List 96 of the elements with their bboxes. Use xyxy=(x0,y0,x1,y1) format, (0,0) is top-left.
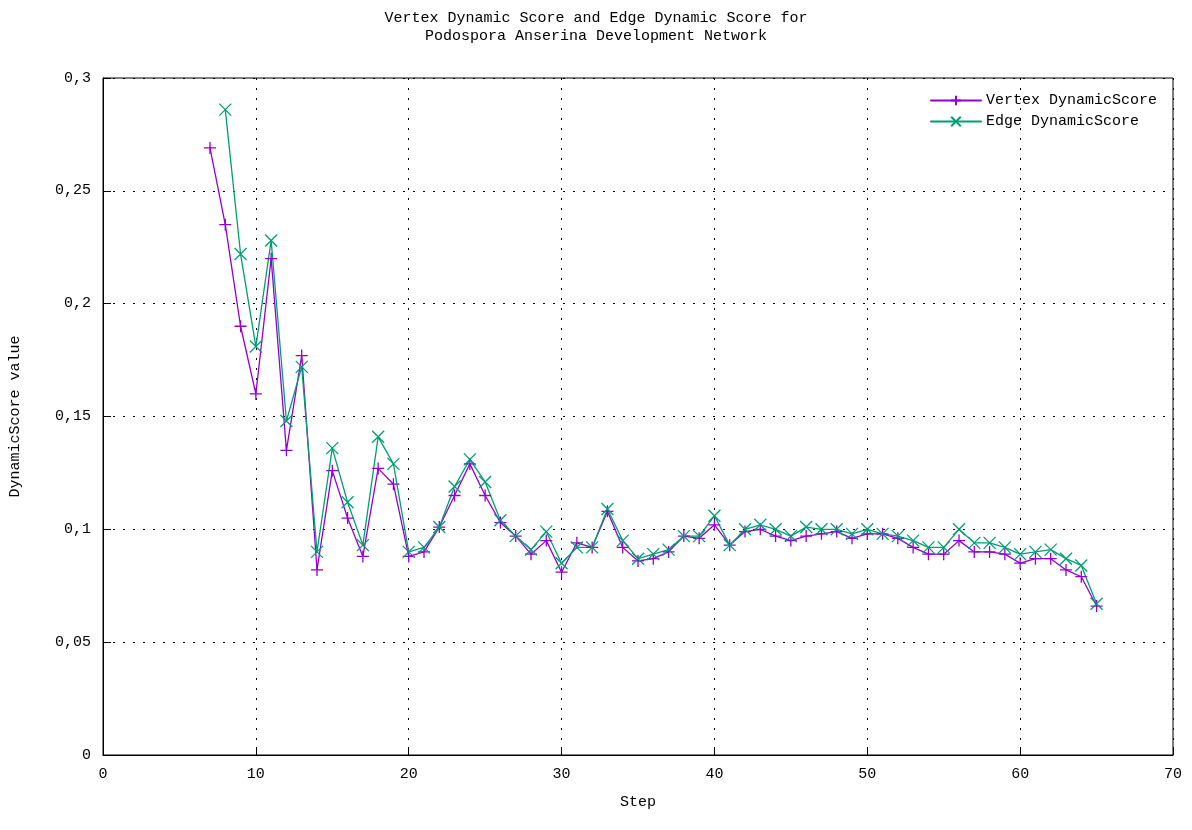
point xyxy=(967,545,981,559)
point xyxy=(1059,552,1073,566)
point xyxy=(1013,547,1027,561)
point xyxy=(799,529,813,543)
point xyxy=(799,520,813,534)
point xyxy=(1059,563,1073,577)
point xyxy=(371,461,385,476)
point xyxy=(1044,542,1058,557)
point xyxy=(768,529,783,543)
point xyxy=(249,339,263,354)
y-tick-label: 0 xyxy=(81,746,91,764)
point xyxy=(952,533,966,548)
point xyxy=(1028,545,1043,559)
point xyxy=(753,522,767,536)
point xyxy=(998,540,1012,555)
point xyxy=(784,529,798,543)
point xyxy=(325,441,339,455)
point xyxy=(356,538,370,552)
point xyxy=(646,547,660,561)
y-axis-title: DynamicScore value xyxy=(7,335,24,498)
point xyxy=(906,533,920,548)
point xyxy=(233,319,248,333)
x-tick-label: 60 xyxy=(1011,766,1030,783)
point xyxy=(921,547,936,561)
point xyxy=(524,542,538,557)
point xyxy=(386,477,401,491)
point xyxy=(1013,556,1027,570)
x-axis-title: Step xyxy=(619,794,657,811)
point xyxy=(1074,558,1088,573)
point xyxy=(356,549,370,564)
point xyxy=(249,387,263,401)
point xyxy=(478,475,492,489)
point xyxy=(616,540,630,555)
point xyxy=(539,533,553,548)
point xyxy=(386,457,401,471)
point xyxy=(707,518,722,532)
point xyxy=(218,102,232,117)
y-tick-label: 0,25 xyxy=(54,182,91,200)
x-tick-label: 50 xyxy=(858,766,877,783)
point xyxy=(447,479,462,494)
point xyxy=(845,527,859,541)
point xyxy=(371,430,385,444)
x-tick-label: 40 xyxy=(705,766,724,783)
point xyxy=(340,511,355,525)
point xyxy=(554,556,569,570)
y-tick-label: 0,3 xyxy=(63,69,91,87)
point xyxy=(753,518,767,532)
point xyxy=(279,414,294,428)
point xyxy=(295,348,309,363)
point xyxy=(417,540,431,555)
point xyxy=(998,547,1012,561)
y-tick-label: 0,05 xyxy=(54,633,91,651)
point xyxy=(937,540,951,555)
point xyxy=(233,247,248,261)
x-tick-label: 0 xyxy=(98,766,108,783)
point xyxy=(402,549,416,564)
y-tick-label: 0,15 xyxy=(54,408,91,425)
point xyxy=(921,540,936,555)
x-tick-label: 70 xyxy=(1163,766,1183,783)
x-tick-label: 10 xyxy=(246,766,265,783)
point xyxy=(616,533,630,548)
y-tick-label: 0,1 xyxy=(63,520,91,538)
point xyxy=(1074,570,1088,584)
point xyxy=(1044,552,1058,566)
point xyxy=(982,545,997,559)
point xyxy=(952,522,966,536)
point xyxy=(463,452,477,467)
legend-label: Vertex DynamicScore xyxy=(985,92,1157,109)
point xyxy=(814,522,829,536)
point xyxy=(447,488,462,503)
point xyxy=(340,495,355,509)
point xyxy=(279,443,294,457)
point xyxy=(554,565,569,579)
point xyxy=(860,522,874,536)
point xyxy=(478,488,492,503)
legend-label: Edge DynamicScore xyxy=(985,113,1139,130)
point xyxy=(937,547,951,561)
point xyxy=(402,545,416,559)
point xyxy=(218,218,232,232)
point xyxy=(906,540,920,555)
point xyxy=(203,141,217,155)
y-tick-label: 0,2 xyxy=(63,295,91,313)
point xyxy=(310,545,324,559)
point xyxy=(264,233,278,248)
point xyxy=(325,464,339,478)
point xyxy=(1028,552,1043,566)
x-tick-label: 30 xyxy=(552,766,571,783)
x-tick-label: 20 xyxy=(399,766,418,783)
point xyxy=(295,360,309,374)
point xyxy=(570,540,584,555)
point xyxy=(539,524,553,539)
point xyxy=(707,509,722,523)
point xyxy=(967,536,981,550)
point xyxy=(982,536,997,550)
point xyxy=(768,522,783,536)
chart-title: Vertex Dynamic Score and Edge Dynamic Score for Podospora Anserina Development Network xyxy=(384,9,808,45)
